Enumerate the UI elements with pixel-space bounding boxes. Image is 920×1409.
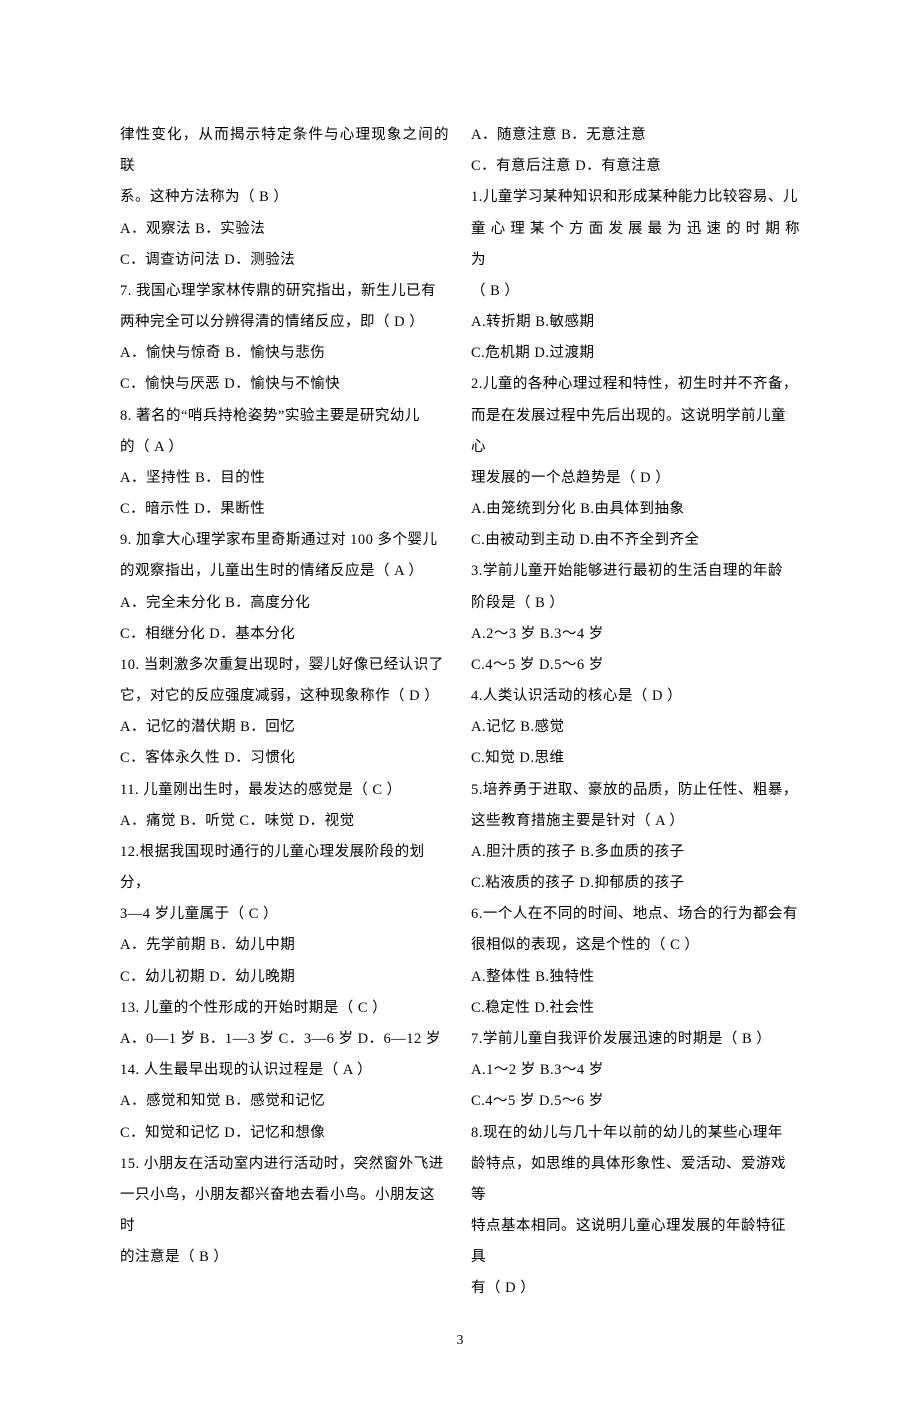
right-line: 理发展的一个总趋势是（ D ） — [471, 463, 800, 494]
right-line: 有（ D ） — [471, 1273, 800, 1304]
right-line: 4.人类认识活动的核心是（ D ） — [471, 681, 800, 712]
two-column-layout: 律性变化，从而揭示特定条件与心理现象之间的联系。这种方法称为（ B ）A．观察法… — [120, 120, 800, 1305]
right-line: C.稳定性 D.社会性 — [471, 993, 800, 1024]
left-line: 两种完全可以分辨得清的情绪反应，即（ D ） — [120, 307, 449, 338]
right-line: 1.儿童学习某种知识和形成某种能力比较容易、儿 — [471, 182, 800, 213]
left-line: 一只小鸟，小朋友都兴奋地去看小鸟。小朋友这时 — [120, 1180, 449, 1242]
left-line: 的（ A ） — [120, 432, 449, 463]
right-line: A．随意注意 B．无意注意 — [471, 120, 800, 151]
left-line: C．客体永久性 D．习惯化 — [120, 743, 449, 774]
left-line: 的注意是（ B ） — [120, 1242, 449, 1273]
page-number: 3 — [120, 1333, 800, 1349]
page: 律性变化，从而揭示特定条件与心理现象之间的联系。这种方法称为（ B ）A．观察法… — [0, 0, 920, 1409]
right-line: 8.现在的幼儿与几十年以前的幼儿的某些心理年 — [471, 1118, 800, 1149]
right-line: 这些教育措施主要是针对（ A ） — [471, 806, 800, 837]
left-line: A．感觉和知觉 B．感觉和记忆 — [120, 1086, 449, 1117]
left-line: A．完全未分化 B．高度分化 — [120, 588, 449, 619]
right-line: C.粘液质的孩子 D.抑郁质的孩子 — [471, 868, 800, 899]
left-line: 3—4 岁儿童属于（ C ） — [120, 899, 449, 930]
left-line: 8. 著名的“哨兵持枪姿势”实验主要是研究幼儿 — [120, 401, 449, 432]
left-line: 的观察指出，儿童出生时的情绪反应是（ A ） — [120, 556, 449, 587]
right-line: A.转折期 B.敏感期 — [471, 307, 800, 338]
left-line: 它，对它的反应强度减弱，这种现象称作（ D ） — [120, 681, 449, 712]
left-line: C．相继分化 D．基本分化 — [120, 619, 449, 650]
right-line: C.知觉 D.思维 — [471, 743, 800, 774]
left-line: 15. 小朋友在活动室内进行活动时，突然窗外飞进 — [120, 1149, 449, 1180]
right-line: A.整体性 B.独特性 — [471, 962, 800, 993]
left-line: 11. 儿童刚出生时，最发达的感觉是（ C ） — [120, 775, 449, 806]
right-line: A.胆汁质的孩子 B.多血质的孩子 — [471, 837, 800, 868]
right-line: C.4～5 岁 D.5～6 岁 — [471, 1086, 800, 1117]
right-line: C．有意后注意 D．有意注意 — [471, 151, 800, 182]
right-line: A.记忆 B.感觉 — [471, 712, 800, 743]
left-line: C．幼儿初期 D．幼儿晚期 — [120, 962, 449, 993]
left-line: A．0—1 岁 B．1—3 岁 C．3—6 岁 D．6—12 岁 — [120, 1024, 449, 1055]
left-line: 14. 人生最早出现的认识过程是（ A ） — [120, 1055, 449, 1086]
left-line: C．暗示性 D．果断性 — [120, 494, 449, 525]
right-line: 而是在发展过程中先后出现的。这说明学前儿童心 — [471, 401, 800, 463]
left-line: 9. 加拿大心理学家布里奇斯通过对 100 多个婴儿 — [120, 525, 449, 556]
left-line: 系。这种方法称为（ B ） — [120, 182, 449, 213]
left-line: C．愉快与厌恶 D．愉快与不愉快 — [120, 369, 449, 400]
right-line: 7.学前儿童自我评价发展迅速的时期是（ B ） — [471, 1024, 800, 1055]
right-line: 2.儿童的各种心理过程和特性，初生时并不齐备， — [471, 369, 800, 400]
right-line: 龄特点，如思维的具体形象性、爱活动、爱游戏等 — [471, 1149, 800, 1211]
right-line: 5.培养勇于进取、豪放的品质，防止任性、粗暴， — [471, 775, 800, 806]
right-line: A.由笼统到分化 B.由具体到抽象 — [471, 494, 800, 525]
right-line: 3.学前儿童开始能够进行最初的生活自理的年龄 — [471, 556, 800, 587]
left-line: 13. 儿童的个性形成的开始时期是（ C ） — [120, 993, 449, 1024]
left-line: C．调查访问法 D．测验法 — [120, 245, 449, 276]
right-line: （ B ） — [471, 276, 800, 307]
right-line: 特点基本相同。这说明儿童心理发展的年龄特征具 — [471, 1211, 800, 1273]
right-column: A．随意注意 B．无意注意C．有意后注意 D．有意注意1.儿童学习某种知识和形成… — [471, 120, 800, 1305]
right-line: A.2～3 岁 B.3～4 岁 — [471, 619, 800, 650]
right-line: 阶段是（ B ） — [471, 588, 800, 619]
left-line: 律性变化，从而揭示特定条件与心理现象之间的联 — [120, 120, 449, 182]
left-line: 7. 我国心理学家林传鼎的研究指出，新生儿已有 — [120, 276, 449, 307]
right-line: C.4～5 岁 D.5～6 岁 — [471, 650, 800, 681]
left-line: C．知觉和记忆 D．记忆和想像 — [120, 1118, 449, 1149]
right-line: C.由被动到主动 D.由不齐全到齐全 — [471, 525, 800, 556]
left-line: A．先学前期 B．幼儿中期 — [120, 930, 449, 961]
left-line: 12.根据我国现时通行的儿童心理发展阶段的划分， — [120, 837, 449, 899]
left-line: 10. 当刺激多次重复出现时，婴儿好像已经认识了 — [120, 650, 449, 681]
right-line: 6.一个人在不同的时间、地点、场合的行为都会有 — [471, 899, 800, 930]
left-line: A．痛觉 B．听觉 C．味觉 D．视觉 — [120, 806, 449, 837]
right-line: C.危机期 D.过渡期 — [471, 338, 800, 369]
right-line: A.1～2 岁 B.3～4 岁 — [471, 1055, 800, 1086]
right-line: 童 心 理 某 个 方 面 发 展 最 为 迅 速 的 时 期 称 为 — [471, 214, 800, 276]
left-line: A．坚持性 B．目的性 — [120, 463, 449, 494]
left-line: A．记忆的潜伏期 B．回忆 — [120, 712, 449, 743]
right-line: 很相似的表现，这是个性的（ C ） — [471, 930, 800, 961]
left-line: A．观察法 B．实验法 — [120, 214, 449, 245]
left-line: A．愉快与惊奇 B．愉快与悲伤 — [120, 338, 449, 369]
left-column: 律性变化，从而揭示特定条件与心理现象之间的联系。这种方法称为（ B ）A．观察法… — [120, 120, 449, 1305]
